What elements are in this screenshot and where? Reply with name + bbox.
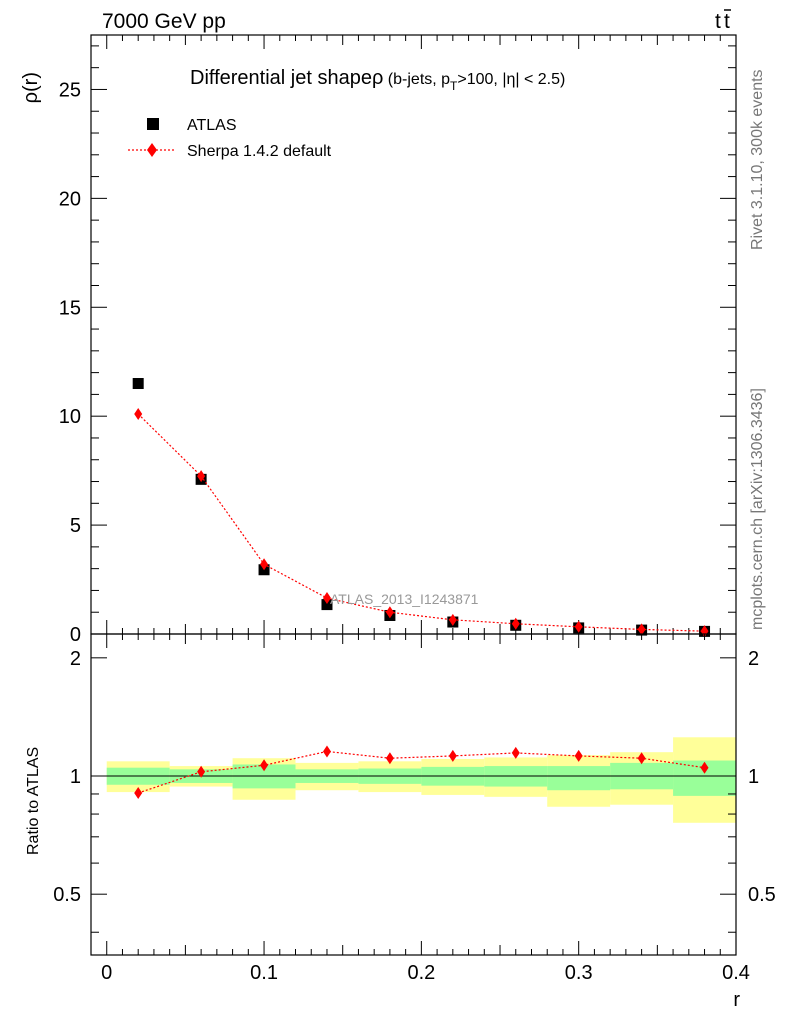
process-t: t (715, 10, 721, 33)
main-y-axis-label: ρ(r) (20, 72, 42, 103)
sherpa-data-point (322, 592, 331, 605)
x-tick-label: 0 (101, 962, 112, 984)
main-y-tick-label: 20 (59, 188, 81, 210)
ratio-sherpa-data-point (637, 752, 646, 765)
ratio-y-tick-label-right: 0.5 (748, 884, 776, 906)
ratio-sherpa-data-point (260, 759, 269, 772)
sherpa-data-point (134, 408, 143, 421)
x-tick-label: 0.2 (407, 962, 435, 984)
sherpa-data-point (637, 623, 646, 636)
x-axis-label: r (733, 989, 740, 1011)
legend-atlas-marker (147, 118, 159, 130)
sherpa-data-point (260, 558, 269, 571)
main-y-tick-label: 15 (59, 297, 81, 319)
sherpa-data-point (385, 606, 394, 619)
ratio-sherpa-data-point (574, 749, 583, 762)
ratio-sherpa-data-point (700, 761, 709, 774)
sherpa-data-point (511, 617, 520, 630)
ratio-sherpa-data-point (511, 746, 520, 759)
header-energy-label: 7000 GeV pp (102, 10, 226, 33)
chart-title-sub: T (450, 79, 458, 93)
ratio-sherpa-data-point (385, 752, 394, 765)
legend-atlas-label: ATLAS (187, 117, 237, 134)
main-y-tick-label: 10 (59, 406, 81, 428)
ratio-sherpa-data-point (448, 749, 457, 762)
chart-title-paren-1: (b-jets, p (383, 71, 450, 88)
ratio-y-tick-label: 2 (70, 648, 81, 670)
ratio-sherpa-line (138, 750, 705, 794)
x-tick-label: 0.4 (722, 962, 750, 984)
sherpa-line (137, 413, 705, 632)
main-y-tick-label: 25 (59, 79, 81, 101)
chart-title: Differential jet shapeρ (b-jets, pT>100,… (190, 67, 565, 93)
atlas-data-point (132, 378, 144, 390)
main-y-tick-label: 0 (70, 624, 81, 646)
process-tbar: t (724, 10, 730, 33)
ratio-y-tick-label: 0.5 (53, 884, 81, 906)
ratio-sherpa-data-point (322, 745, 331, 758)
ratio-y-tick-label: 1 (70, 766, 81, 788)
ratio-sherpa-data-point (134, 787, 143, 800)
mcplots-label: mcplots.cern.ch [arXiv:1306.3436] (749, 388, 766, 630)
x-tick-label: 0.3 (565, 962, 593, 984)
header-process-label: t t (715, 9, 731, 33)
sherpa-data-point (448, 613, 457, 626)
chart-title-rho: ρ (372, 67, 383, 89)
x-tick-label: 0.1 (250, 962, 278, 984)
ratio-plot-frame (90, 633, 737, 956)
main-plot-panel: 0 5 10 15 20 25 (59, 34, 737, 646)
legend: ATLAS Sherpa 1.4.2 default (128, 117, 332, 160)
rivet-version-label: Rivet 3.1.10, 300k events (749, 69, 766, 250)
ratio-band-green-7 (547, 766, 611, 791)
sherpa-data-point (197, 470, 206, 483)
legend-sherpa-label: Sherpa 1.4.2 default (187, 143, 332, 160)
main-y-tick-label: 5 (70, 515, 81, 537)
ratio-sherpa-data-point (197, 765, 206, 778)
ratio-y-tick-label-right: 1 (748, 766, 759, 788)
ratio-plot-panel: 0 0.1 0.2 0.3 0.4 0.5 0.5 1 1 2 2 (53, 633, 776, 984)
ratio-y-tick-label-right: 2 (748, 648, 759, 670)
analysis-watermark: ATLAS_2013_I1243871 (330, 591, 479, 607)
atlas-data-point (321, 599, 333, 611)
sherpa-data-point (574, 620, 583, 633)
legend-sherpa-marker (147, 143, 157, 157)
chart-title-paren-2: >100, |η| < 2.5) (457, 71, 565, 88)
ratio-y-axis-label: Ratio to ATLAS (25, 747, 42, 855)
chart-title-main: Differential jet shape (190, 67, 372, 89)
